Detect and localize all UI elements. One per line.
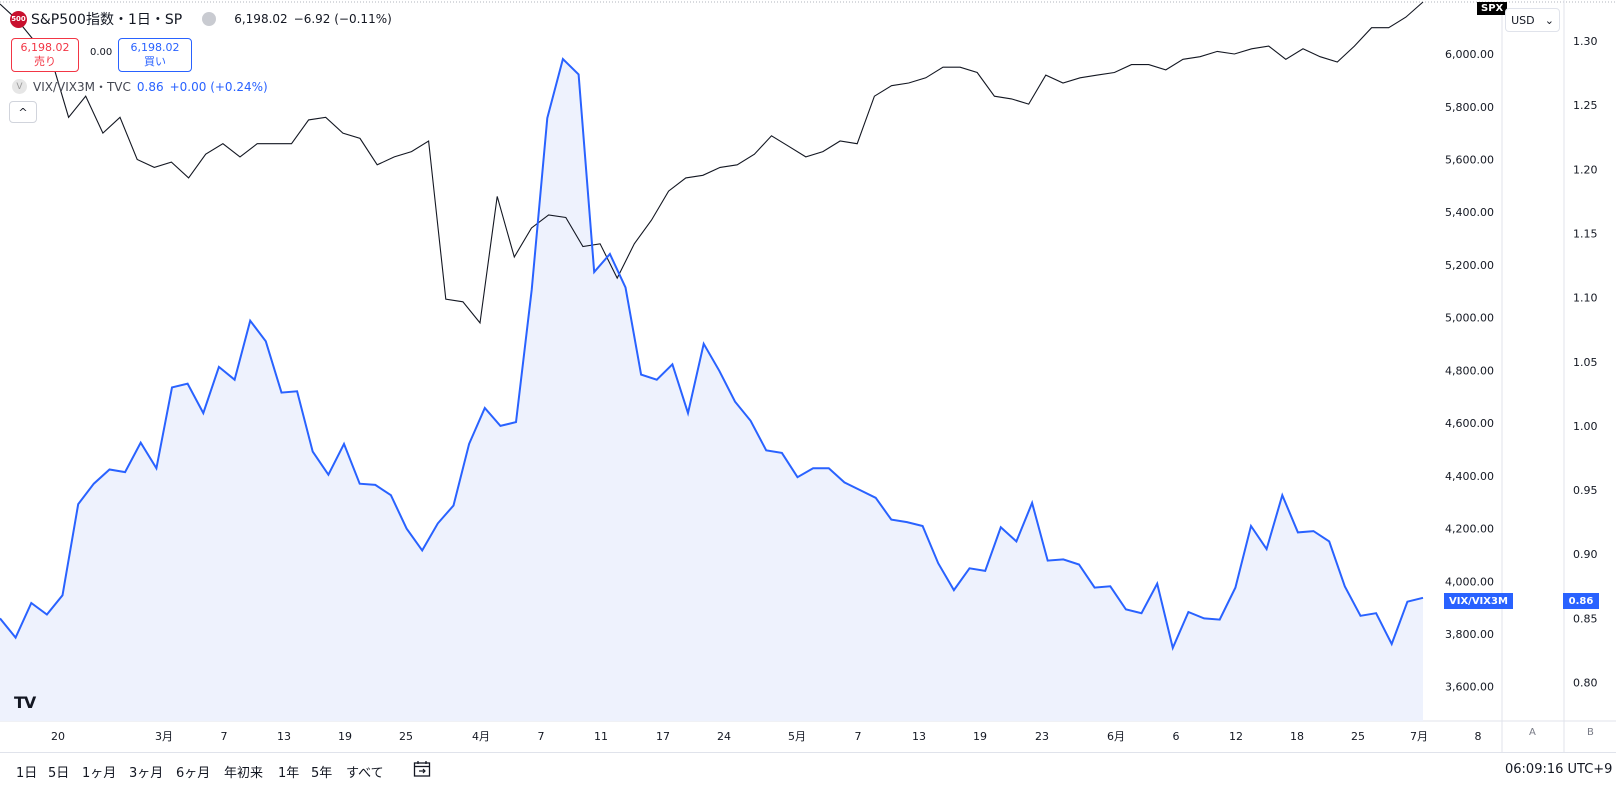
time-axis-label: 6 <box>1173 730 1180 743</box>
chevron-up-icon: ^ <box>18 105 28 119</box>
spx-axis-tick: 5,600.00 <box>1445 153 1494 166</box>
collapse-legend-button[interactable]: ^ <box>9 101 37 123</box>
buy-price: 6,198.02 <box>130 41 180 54</box>
currency-button[interactable]: USD ⌄ <box>1505 8 1560 32</box>
spx-axis-tick: 3,600.00 <box>1445 681 1494 694</box>
spx-scale-tag: SPX <box>1477 2 1508 15</box>
vix-axis-tick: 0.95 <box>1573 484 1598 497</box>
time-axis-label: 6月 <box>1107 730 1125 743</box>
vix-axis-tick: 0.90 <box>1573 548 1598 561</box>
visibility-toggle-icon[interactable] <box>202 12 217 26</box>
time-axis-label: 4月 <box>472 730 490 743</box>
vix-series-line[interactable] <box>0 57 1424 652</box>
spx-axis-tick: 4,600.00 <box>1445 417 1494 430</box>
spx-axis-tick: 5,000.00 <box>1445 312 1494 325</box>
secondary-legend: V VIX/VIX3M・TVC 0.86 +0.00 (+0.24%) <box>12 78 274 95</box>
log-scale-button[interactable]: B <box>1587 727 1594 738</box>
range-1d[interactable]: 1日 <box>16 766 38 781</box>
vix-axis-tick: 0.80 <box>1573 677 1598 690</box>
spx-axis-tick: 6,000.00 <box>1445 48 1494 61</box>
time-axis-label: 3月 <box>155 730 173 743</box>
utc-clock[interactable]: 06:09:16 UTC+9 <box>1505 762 1613 777</box>
vix-last-value: 0.86 <box>1563 593 1599 609</box>
buy-label: 買い <box>144 55 166 68</box>
vix-axis-tick: 1.10 <box>1573 292 1598 305</box>
spread-value: 0.00 <box>90 47 113 58</box>
time-axis-label: 25 <box>399 730 413 743</box>
time-axis-label: 8 <box>1475 730 1482 743</box>
spx-axis-tick: 4,000.00 <box>1445 575 1494 588</box>
currency-label: USD <box>1511 13 1535 27</box>
spx-axis-tick: 4,200.00 <box>1445 523 1494 536</box>
range-5y[interactable]: 5年 <box>311 766 333 781</box>
time-axis-label: 7 <box>221 730 228 743</box>
vix-area-fill <box>0 59 1423 721</box>
time-axis-label: 18 <box>1290 730 1304 743</box>
vix-symbol-icon: V <box>12 79 27 94</box>
time-axis-label: 17 <box>656 730 670 743</box>
vix-axis-tick: 1.05 <box>1573 356 1598 369</box>
auto-scale-button[interactable]: A <box>1529 727 1536 738</box>
range-all[interactable]: すべて <box>346 766 384 781</box>
sp500-series-line[interactable] <box>0 1 1424 325</box>
vix-axis-tick: 1.15 <box>1573 227 1598 240</box>
sell-price: 6,198.02 <box>20 41 70 54</box>
time-axis-label: 12 <box>1229 730 1243 743</box>
spx-axis-tick: 3,800.00 <box>1445 628 1494 641</box>
main-series-title[interactable]: S&P500指数・1日・SP <box>31 12 183 28</box>
time-axis-label: 11 <box>594 730 608 743</box>
time-axis-label: 24 <box>717 730 731 743</box>
sell-button[interactable]: 6,198.02 売り <box>11 38 79 72</box>
calendar-goto-icon[interactable] <box>413 760 431 778</box>
time-axis-label: 25 <box>1351 730 1365 743</box>
spx-axis-tick: 5,200.00 <box>1445 259 1494 272</box>
vix-series-tag: VIX/VIX3M <box>1444 593 1513 609</box>
main-change: −6.92 (−0.11%) <box>293 12 392 26</box>
range-3m[interactable]: 3ヶ月 <box>129 766 164 781</box>
tradingview-logo: TV <box>14 693 36 712</box>
secondary-value: 0.86 <box>136 79 164 94</box>
spx-axis-tick: 5,800.00 <box>1445 101 1494 114</box>
vix-axis-tick: 0.85 <box>1573 612 1598 625</box>
spx-axis-tick: 5,400.00 <box>1445 206 1494 219</box>
time-axis-label: 19 <box>338 730 352 743</box>
chevron-down-icon: ⌄ <box>1544 13 1554 27</box>
bottom-toolbar <box>0 752 1616 789</box>
time-axis-label: 7 <box>538 730 545 743</box>
time-axis-label: 13 <box>912 730 926 743</box>
vix-axis-tick: 1.25 <box>1573 99 1598 112</box>
vix-axis-tick: 1.20 <box>1573 163 1598 176</box>
range-6m[interactable]: 6ヶ月 <box>176 766 211 781</box>
spx-axis-tick: 4,400.00 <box>1445 470 1494 483</box>
time-axis-label: 19 <box>973 730 987 743</box>
range-1y[interactable]: 1年 <box>278 766 300 781</box>
main-legend: 500 S&P500指数・1日・SP 6,198.02 −6.92 (−0.11… <box>10 9 398 29</box>
buy-button[interactable]: 6,198.02 買い <box>118 38 192 72</box>
time-axis-label: 23 <box>1035 730 1049 743</box>
vix-axis-tick: 1.30 <box>1573 35 1598 48</box>
range-ytd[interactable]: 年初来 <box>224 766 264 781</box>
main-price: 6,198.02 <box>234 12 288 26</box>
time-axis-label: 20 <box>51 730 65 743</box>
secondary-series-title[interactable]: VIX/VIX3M・TVC <box>33 80 131 94</box>
sp500-symbol-icon: 500 <box>10 10 27 28</box>
sell-label: 売り <box>34 55 56 68</box>
time-axis-label: 7月 <box>1410 730 1428 743</box>
vix-axis-tick: 1.00 <box>1573 420 1598 433</box>
time-axis-label: 7 <box>855 730 862 743</box>
spx-axis-tick: 4,800.00 <box>1445 364 1494 377</box>
range-5d[interactable]: 5日 <box>48 766 70 781</box>
time-axis-label: 5月 <box>788 730 806 743</box>
secondary-change: +0.00 (+0.24%) <box>169 79 268 94</box>
time-axis-label: 13 <box>277 730 291 743</box>
range-1m[interactable]: 1ヶ月 <box>82 766 117 781</box>
